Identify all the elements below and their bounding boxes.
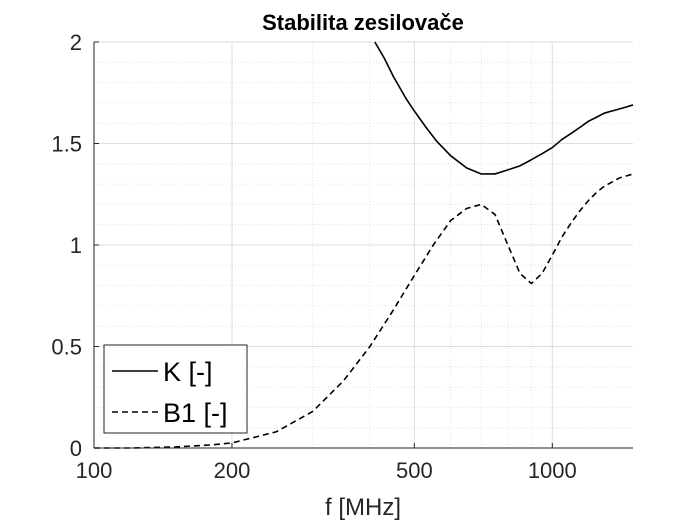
x-tick-label: 500: [396, 458, 433, 483]
x-tick-label: 200: [214, 458, 251, 483]
y-tick-label: 0: [70, 436, 82, 461]
series-line-k: [374, 41, 634, 175]
y-tick-label: 1: [70, 233, 82, 258]
x-tick-label: 100: [76, 458, 113, 483]
legend-label-b1: B1 [-]: [163, 398, 228, 428]
legend: K [-] B1 [-]: [103, 344, 248, 434]
y-tick-label: 2: [70, 30, 82, 55]
series-line-b1: [94, 173, 634, 449]
y-tick-label: 0.5: [51, 335, 82, 360]
axes: [93, 41, 633, 449]
legend-box: [103, 344, 248, 434]
tick-labels: 100 200 500 1000 0 0.5 1 1.5 2: [51, 30, 576, 483]
chart-title: Stabilita zesilovače: [262, 10, 464, 35]
y-tick-label: 1.5: [51, 132, 82, 157]
plot-lines: [94, 41, 634, 449]
x-axis-label: f [MHz]: [325, 494, 401, 521]
x-tick-label: 1000: [528, 458, 577, 483]
legend-label-k: K [-]: [163, 357, 213, 387]
